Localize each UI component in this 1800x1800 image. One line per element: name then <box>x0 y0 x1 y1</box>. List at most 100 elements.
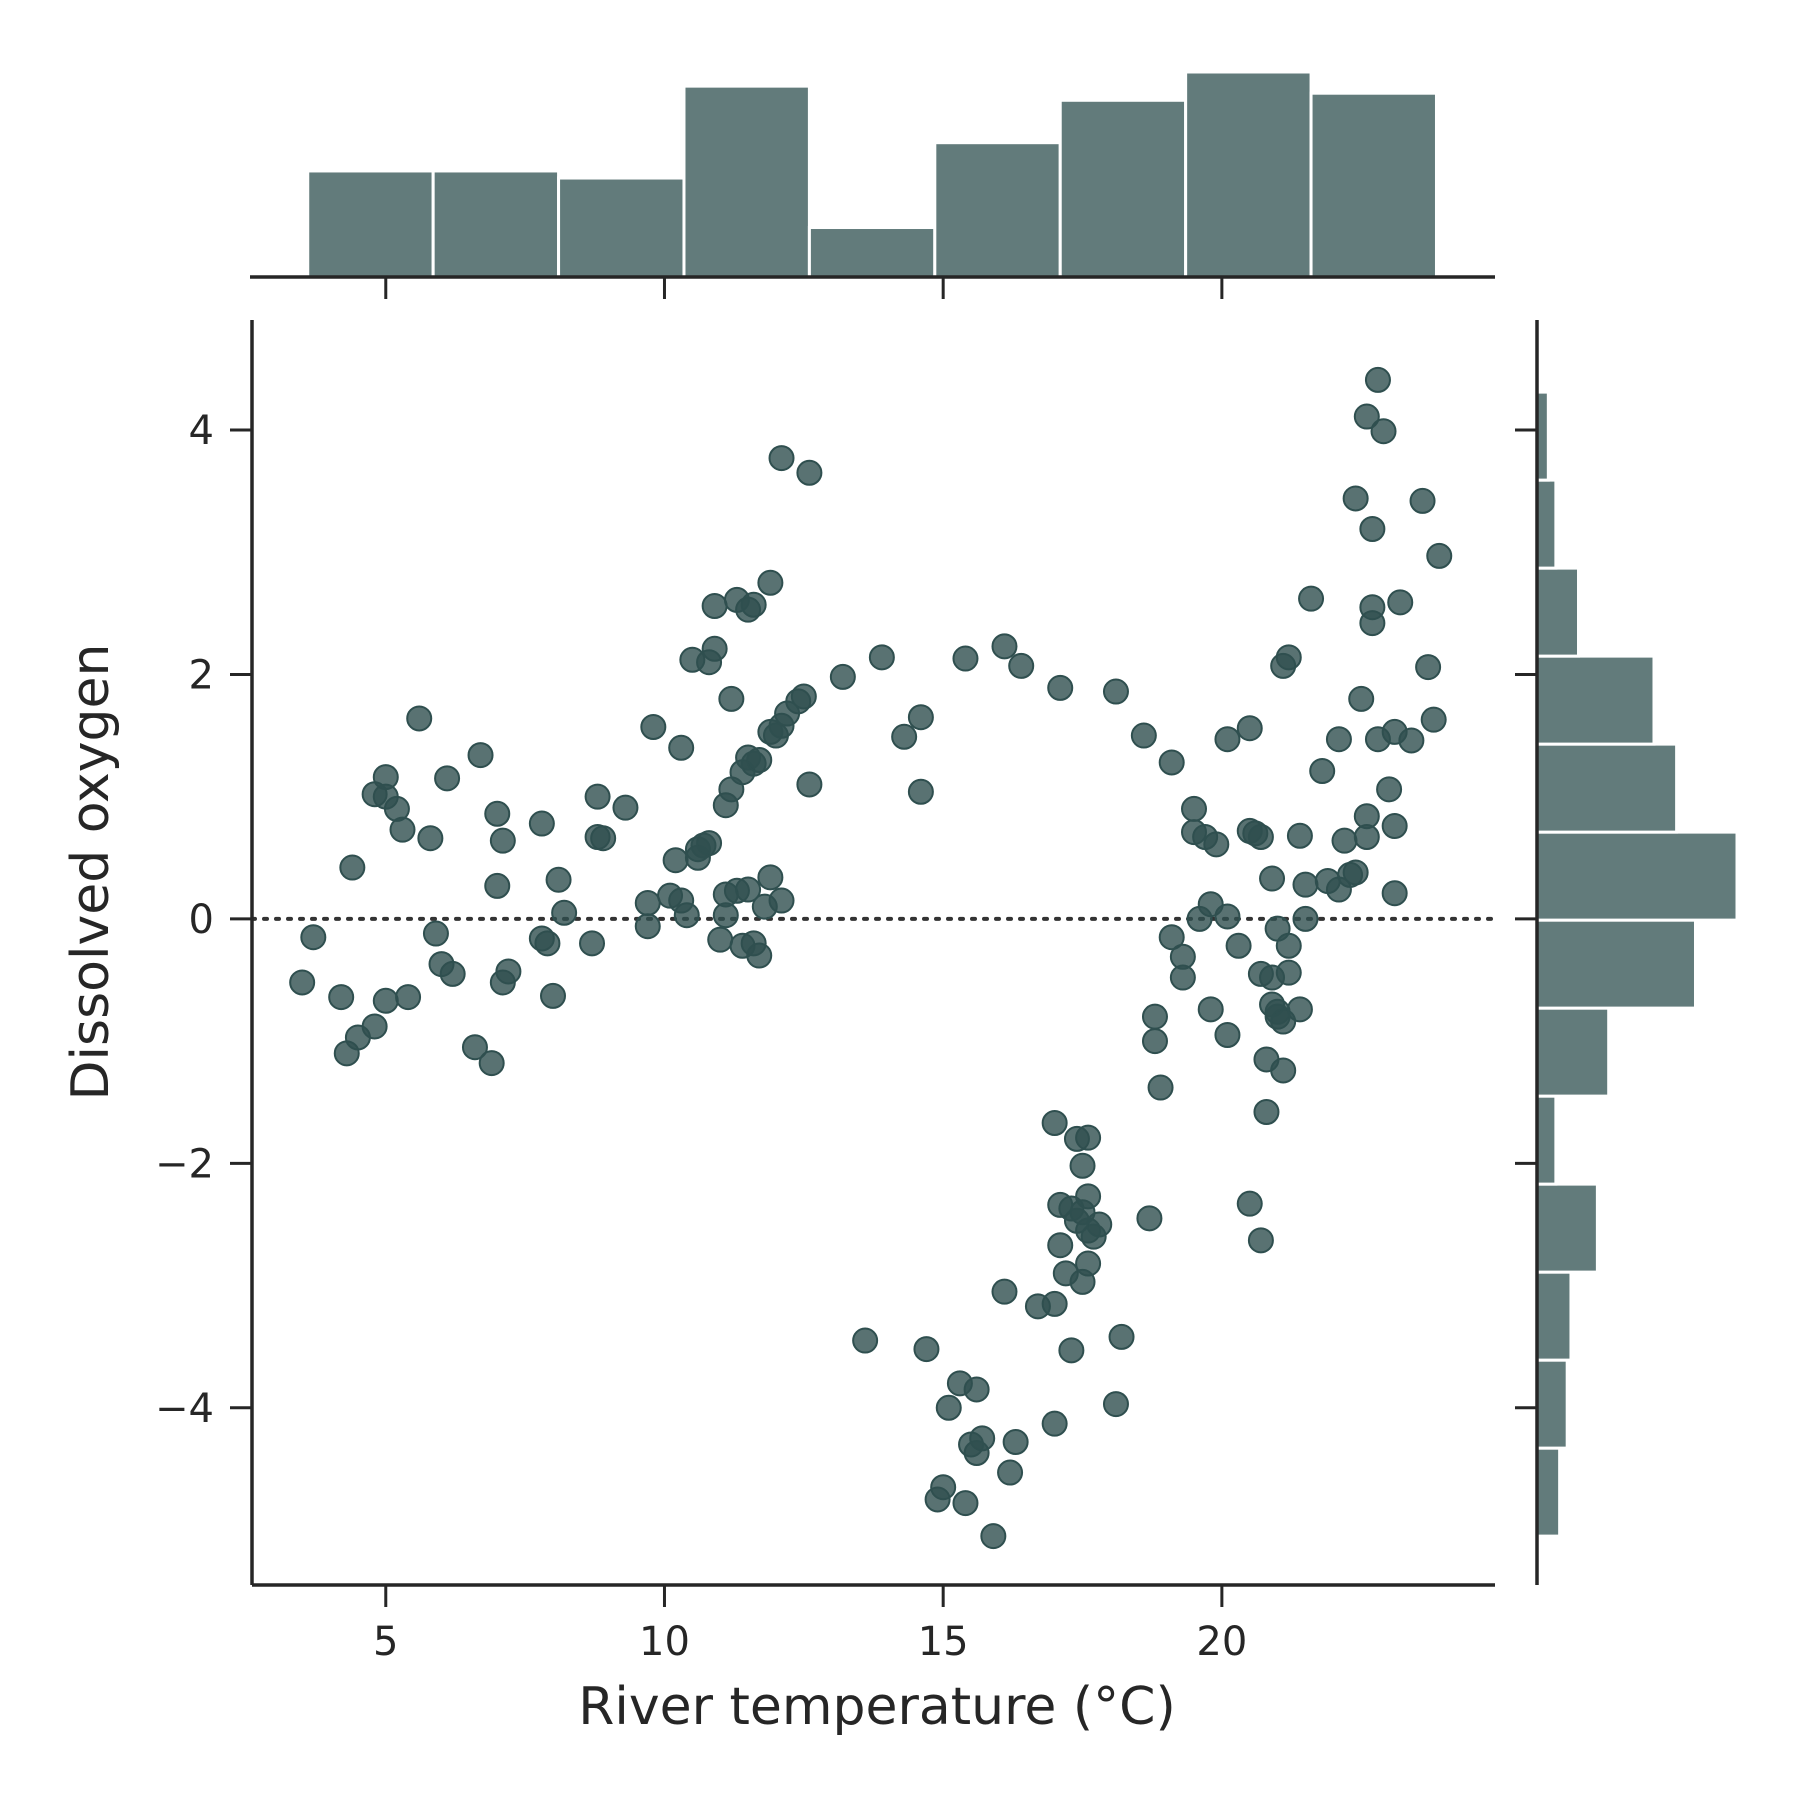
scatter-plot-area <box>250 366 1497 1550</box>
top-histogram-bar <box>682 84 811 279</box>
scatter-point <box>1236 715 1263 742</box>
scatter-point <box>534 930 561 957</box>
top-histogram-bar <box>1184 70 1313 279</box>
scatter-point <box>372 987 399 1014</box>
scatter-point <box>707 926 734 953</box>
scatter-point <box>1214 726 1241 753</box>
scatter-point <box>1047 1232 1074 1259</box>
scatter-point <box>980 1523 1007 1550</box>
scatter-point <box>1353 403 1380 430</box>
scatter-point <box>991 1278 1018 1305</box>
scatter-point <box>1247 1227 1274 1254</box>
scatter-point <box>528 810 555 837</box>
scatter-point <box>461 1034 488 1061</box>
scatter-point <box>1364 366 1391 393</box>
scatter-point <box>1259 865 1286 892</box>
scatter-point <box>1348 685 1375 712</box>
y-tick-label: 4 <box>189 408 214 454</box>
scatter-point <box>1370 418 1397 445</box>
scatter-point <box>829 663 856 690</box>
scatter-point <box>1270 1057 1297 1084</box>
right-histogram-bar <box>1535 1358 1569 1450</box>
scatter-point <box>1069 1152 1096 1179</box>
scatter-point <box>963 1376 990 1403</box>
scatter-point <box>1253 1099 1280 1125</box>
scatter-point <box>1275 644 1302 671</box>
scatter-point <box>735 876 762 903</box>
scatter-point <box>289 969 316 996</box>
scatter-point <box>300 924 327 951</box>
right-histogram-bar <box>1535 654 1656 746</box>
scatter-point <box>1381 880 1408 907</box>
scatter-point <box>1047 674 1074 701</box>
x-tick-label: 15 <box>918 1619 969 1665</box>
scatter-point <box>545 866 572 893</box>
scatter-point <box>1236 1190 1263 1217</box>
scatter-point <box>1086 1211 1113 1238</box>
scatter-point <box>701 635 728 662</box>
top-histogram-bar <box>306 169 435 279</box>
scatter-point <box>1130 722 1157 749</box>
scatter-point <box>612 794 639 821</box>
scatter-point <box>1136 1205 1163 1232</box>
scatter-point <box>1169 943 1196 970</box>
scatter-point <box>478 1050 505 1077</box>
scatter-point <box>718 685 745 712</box>
scatter-point <box>907 778 934 805</box>
top-histogram-bar <box>1309 91 1438 279</box>
right-histogram-bar <box>1535 830 1739 922</box>
scatter-point <box>1331 827 1358 854</box>
scatter-point <box>852 1327 879 1354</box>
x-tick-label: 10 <box>639 1619 690 1665</box>
top-histogram-bar <box>1058 98 1188 279</box>
scatter-point <box>1008 652 1035 679</box>
scatter-point <box>1075 1250 1102 1277</box>
scatter-point <box>1147 1074 1174 1101</box>
scatter-point <box>1141 1028 1168 1055</box>
scatter-point <box>495 958 522 985</box>
scatter-point <box>701 593 728 619</box>
right-histogram-bar <box>1535 742 1679 834</box>
scatter-point <box>757 864 784 891</box>
scatter-point <box>1108 1323 1135 1350</box>
scatter-points <box>289 366 1453 1550</box>
scatter-point <box>1275 959 1302 986</box>
x-axis-label: River temperature (°C) <box>578 1677 1176 1737</box>
scatter-point <box>1058 1337 1085 1364</box>
scatter-point <box>673 902 700 929</box>
scatter-point <box>1292 871 1319 898</box>
scatter-point <box>1158 749 1185 776</box>
right-histogram-bar <box>1535 1182 1599 1274</box>
right-histogram-bar <box>1535 1094 1558 1186</box>
scatter-point <box>1203 831 1230 858</box>
scatter-point <box>668 734 695 761</box>
x-tick-label: 20 <box>1196 1619 1247 1665</box>
top-histogram-bar <box>557 176 686 279</box>
scatter-point <box>439 960 466 987</box>
scatter-point <box>539 982 566 1009</box>
scatter-point <box>406 705 433 732</box>
scatter-point <box>640 714 667 740</box>
scatter-point <box>740 591 767 618</box>
scatter-point <box>361 1013 388 1040</box>
scatter-point <box>790 683 817 710</box>
scatter-point <box>997 1459 1024 1486</box>
scatter-point <box>1181 795 1208 822</box>
scatter-point <box>1381 813 1408 839</box>
scatter-point <box>1247 824 1274 850</box>
scatter-point <box>328 984 355 1011</box>
scatter-point <box>768 887 795 914</box>
scatter-point <box>1041 1410 1068 1437</box>
scatter-point <box>1041 1290 1068 1317</box>
right-histogram-bar <box>1535 1446 1562 1538</box>
scatter-point <box>696 830 723 857</box>
axes <box>250 275 1539 1587</box>
scatter-point <box>712 902 739 929</box>
scatter-point <box>768 445 795 472</box>
scatter-point <box>1075 1124 1102 1151</box>
scatter-point <box>1415 654 1442 681</box>
scatter-point <box>434 765 461 792</box>
scatter-point <box>1075 1183 1102 1210</box>
scatter-point <box>339 854 366 881</box>
